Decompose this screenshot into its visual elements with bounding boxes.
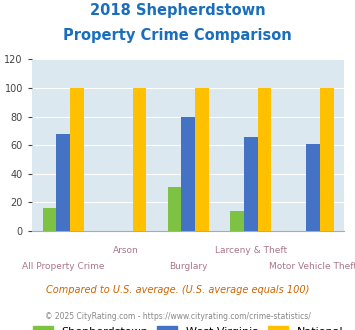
Text: Burglary: Burglary <box>169 262 207 271</box>
Text: All Property Crime: All Property Crime <box>22 262 104 271</box>
Bar <box>43 208 56 231</box>
Text: 2018 Shepherdstown: 2018 Shepherdstown <box>90 3 265 18</box>
Text: Compared to U.S. average. (U.S. average equals 100): Compared to U.S. average. (U.S. average … <box>46 285 309 295</box>
Bar <box>320 88 334 231</box>
Bar <box>306 144 320 231</box>
Bar <box>195 88 209 231</box>
Legend: Shepherdstown, West Virginia, National: Shepherdstown, West Virginia, National <box>33 326 344 330</box>
Bar <box>168 187 181 231</box>
Bar <box>56 134 70 231</box>
Text: Larceny & Theft: Larceny & Theft <box>214 246 287 255</box>
Text: Arson: Arson <box>113 246 138 255</box>
Text: © 2025 CityRating.com - https://www.cityrating.com/crime-statistics/: © 2025 CityRating.com - https://www.city… <box>45 312 310 321</box>
Bar <box>244 137 257 231</box>
Bar <box>132 88 146 231</box>
Bar <box>181 116 195 231</box>
Text: Motor Vehicle Theft: Motor Vehicle Theft <box>269 262 355 271</box>
Bar <box>230 211 244 231</box>
Text: Property Crime Comparison: Property Crime Comparison <box>63 28 292 43</box>
Bar <box>70 88 84 231</box>
Bar <box>257 88 271 231</box>
